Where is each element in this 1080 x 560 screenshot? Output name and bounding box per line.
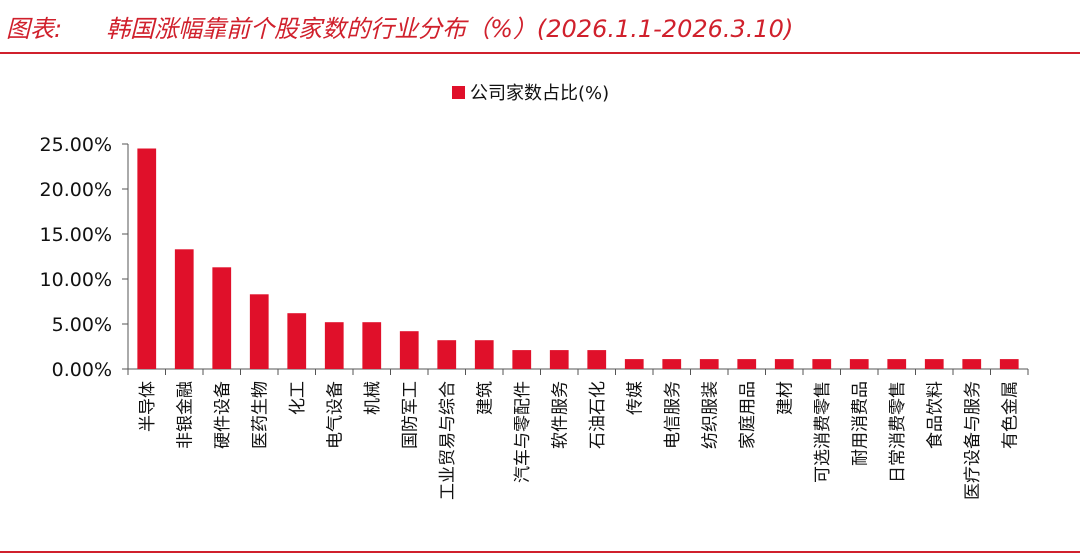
x-category-label: 建筑 [475, 381, 495, 415]
bar [287, 313, 307, 369]
y-tick-label: 10.00% [40, 269, 112, 291]
bar [849, 359, 869, 369]
x-category-label: 耐用消费品 [850, 381, 870, 466]
y-tick-label: 5.00% [52, 314, 112, 336]
bar [324, 322, 344, 369]
figure-header: 图表: 韩国涨幅靠前个股家数的行业分布（%）(2026.1.1-2026.3.1… [6, 8, 793, 44]
bar [137, 148, 157, 369]
legend-swatch [452, 86, 465, 99]
bar [399, 331, 419, 369]
bar [924, 359, 944, 369]
bar [887, 359, 907, 369]
bar [662, 359, 682, 369]
bar [437, 340, 457, 369]
y-tick-label: 15.00% [40, 224, 112, 246]
x-category-label: 食品饮料 [925, 381, 945, 449]
bar [549, 350, 569, 369]
y-tick-label: 0.00% [52, 359, 112, 381]
x-category-label: 硬件设备 [213, 381, 233, 449]
bar [774, 359, 794, 369]
x-category-label: 可选消费零售 [813, 381, 833, 483]
x-category-label: 传媒 [625, 381, 645, 415]
footer-divider [0, 551, 1080, 553]
legend-label: 公司家数占比(%) [470, 83, 609, 104]
x-category-label: 家庭用品 [738, 381, 758, 449]
bar [999, 359, 1019, 369]
x-category-label: 工业贸易与综合 [438, 381, 458, 500]
y-tick-label: 20.00% [40, 179, 112, 201]
bar [962, 359, 982, 369]
header-divider [0, 52, 1080, 54]
figure-label: 图表: [6, 14, 63, 43]
x-category-label: 纺织服装 [700, 381, 720, 449]
x-category-label: 医药生物 [250, 381, 270, 449]
x-category-label: 国防军工 [400, 381, 420, 449]
bar [624, 359, 644, 369]
y-tick-label: 25.00% [40, 134, 112, 156]
x-category-label: 化工 [288, 381, 308, 415]
x-category-label: 电气设备 [325, 381, 345, 449]
bar [512, 350, 532, 369]
bar [587, 350, 607, 369]
x-category-label: 非银金融 [175, 381, 195, 449]
x-category-label: 软件服务 [550, 381, 570, 449]
x-category-label: 汽车与零配件 [513, 381, 533, 483]
bar [212, 267, 232, 369]
x-category-label: 有色金属 [1000, 381, 1020, 449]
bar [699, 359, 719, 369]
x-category-label: 电信服务 [663, 381, 683, 449]
bar [362, 322, 382, 369]
x-category-label: 半导体 [138, 381, 158, 432]
bar [174, 249, 194, 369]
x-category-label: 石油石化 [588, 381, 608, 449]
x-category-label: 机械 [363, 381, 383, 415]
bar [737, 359, 757, 369]
bar [474, 340, 494, 369]
chart-title: 韩国涨幅靠前个股家数的行业分布（%）(2026.1.1-2026.3.10) [106, 14, 794, 43]
x-category-label: 日常消费零售 [888, 381, 908, 483]
bar [812, 359, 832, 369]
bar [249, 294, 269, 369]
x-category-label: 医疗设备与服务 [963, 381, 983, 500]
x-category-label: 建材 [775, 381, 795, 415]
